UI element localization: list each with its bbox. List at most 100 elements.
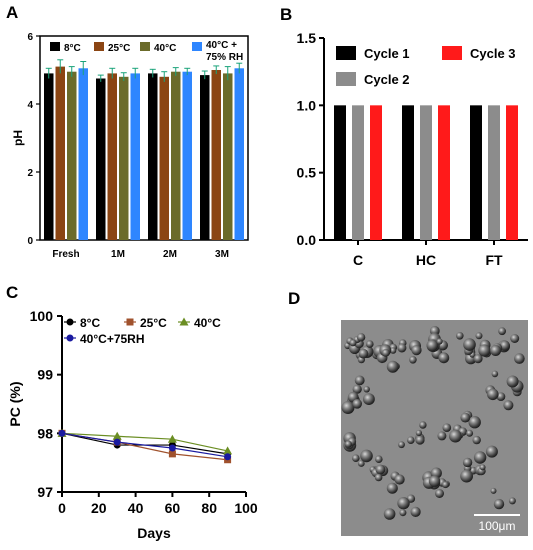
bar (352, 105, 364, 240)
microsphere (411, 345, 422, 356)
microsphere (428, 475, 441, 487)
bar (107, 73, 117, 241)
data-point (113, 438, 121, 446)
microsphere (397, 497, 410, 510)
legend-swatch (140, 42, 150, 51)
microsphere (383, 508, 396, 520)
data-point (224, 453, 232, 461)
microsphere (374, 473, 383, 482)
bar (234, 68, 244, 240)
y-tick-label: 98 (37, 425, 53, 441)
bar (119, 76, 129, 240)
microsphere (399, 509, 407, 517)
legend-label: 40°C (154, 43, 176, 54)
legend-label: 40°C (194, 316, 221, 330)
y-tick-label: 100 (30, 308, 54, 324)
bar (96, 78, 106, 240)
microsphere (499, 340, 510, 351)
microsphere (354, 375, 365, 386)
y-axis-label: pH (11, 130, 25, 146)
bar (159, 76, 169, 240)
y-tick-label: 1.5 (297, 30, 317, 46)
bar (211, 70, 221, 240)
microsphere (410, 506, 421, 517)
legend-label: Cycle 1 (364, 46, 410, 61)
microsphere (475, 332, 483, 340)
legend-swatch (94, 42, 104, 51)
x-tick-label: 20 (91, 500, 107, 516)
microsphere (442, 423, 452, 433)
panel-letter-c: C (6, 283, 18, 302)
y-axis-label: PC (%) (7, 381, 23, 426)
y-tick-label: 0 (27, 236, 33, 247)
micrograph-panel: 100μm (341, 320, 528, 536)
y-tick-label: 1.0 (297, 97, 317, 113)
microsphere (415, 435, 425, 445)
x-tick-label: HC (416, 252, 436, 268)
x-tick-label: 3M (215, 249, 229, 260)
bar (130, 73, 140, 241)
x-tick-label: 100 (234, 500, 258, 516)
series-line (61, 432, 228, 452)
bar (402, 105, 414, 240)
microsphere (407, 436, 415, 445)
bar (334, 105, 346, 240)
data-point (58, 429, 66, 437)
data-point (126, 318, 134, 326)
y-tick-label: 99 (37, 367, 53, 383)
panel-letter-d: D (288, 289, 300, 308)
data-point (66, 334, 74, 342)
y-tick-label: 2 (27, 168, 33, 179)
microsphere (478, 344, 491, 357)
panel-letter-a: A (6, 3, 18, 22)
data-point (168, 444, 176, 452)
x-tick-label: 1M (111, 249, 125, 260)
microsphere (352, 454, 360, 463)
microsphere (503, 400, 514, 411)
data-point (168, 450, 176, 458)
microsphere (473, 451, 487, 464)
legend-label: 8°C (80, 316, 100, 330)
microsphere (366, 340, 374, 348)
bar (223, 73, 233, 241)
legend-label: 8°C (64, 43, 81, 54)
x-tick-label: 40 (128, 500, 144, 516)
x-tick-label: 2M (163, 249, 177, 260)
microsphere (415, 429, 422, 437)
microsphere (435, 489, 444, 498)
microsphere (437, 431, 447, 441)
data-point (112, 431, 122, 440)
y-tick-label: 4 (27, 100, 33, 111)
microsphere (386, 482, 398, 494)
microsphere (449, 429, 462, 443)
microsphere (352, 384, 362, 394)
panel-letter-b: B (280, 5, 292, 24)
microsphere (462, 457, 473, 468)
microsphere (397, 343, 407, 353)
x-tick-label: C (353, 252, 363, 268)
microsphere (341, 401, 355, 414)
microsphere (419, 421, 427, 429)
legend-label: 40°C+75RH (80, 332, 145, 346)
series-line (61, 432, 228, 455)
microsphere (460, 412, 471, 423)
legend-swatch (442, 46, 462, 60)
microsphere (386, 360, 399, 373)
plot-frame (39, 35, 249, 241)
legend-swatch (336, 72, 356, 86)
data-point (167, 434, 177, 443)
microsphere (352, 399, 363, 409)
microsphere (490, 487, 497, 494)
microsphere (473, 354, 483, 364)
bar (148, 73, 158, 241)
x-axis-label: Days (137, 525, 171, 541)
x-tick-label: 0 (58, 500, 66, 516)
bar (182, 71, 192, 240)
microsphere (491, 370, 499, 378)
legend-label: Cycle 3 (470, 46, 516, 61)
y-tick-label: 97 (37, 484, 53, 500)
microsphere (394, 474, 405, 485)
microsphere (349, 339, 357, 347)
chart-a-ph: 0 2 4 6 pH Fresh 1M 2M 3M 8°C 25°C 40°C 40°C +75% RH (11, 32, 249, 260)
